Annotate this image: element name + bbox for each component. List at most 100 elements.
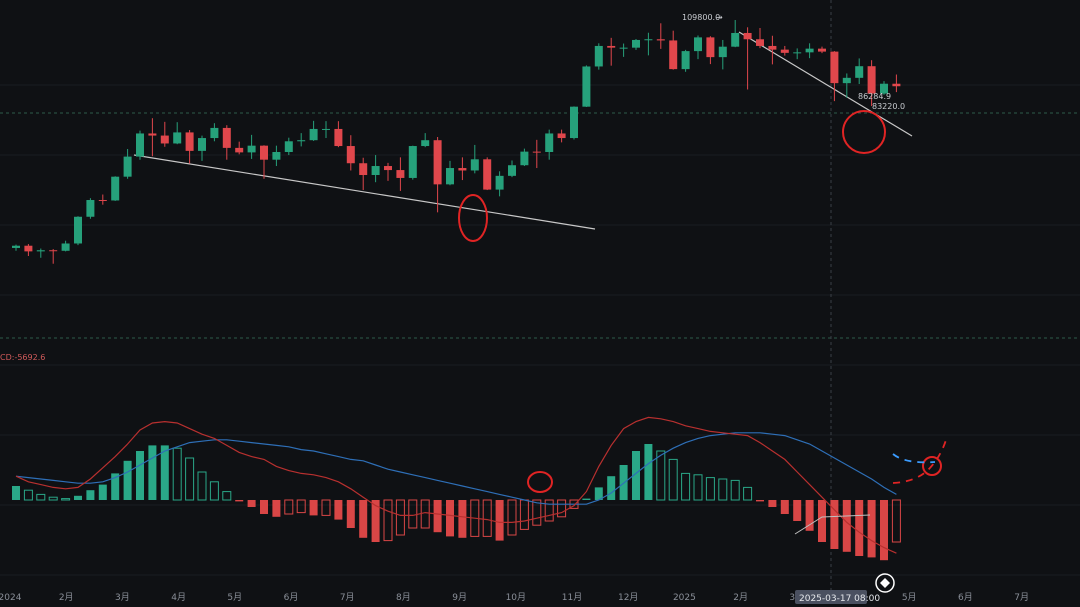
macd-histogram-bar: [519, 499, 529, 530]
candle-body: [173, 132, 182, 144]
trendline-2024: [133, 154, 596, 230]
macd-histogram-bar: [209, 481, 219, 501]
candle: [371, 155, 380, 183]
candle-body: [594, 45, 603, 67]
candle-body: [780, 49, 789, 53]
macd-histogram-bar: [321, 499, 331, 516]
macd-histogram-bar: [383, 499, 393, 542]
candle-body: [718, 46, 727, 58]
macd-histogram-bar: [855, 500, 864, 556]
candle: [123, 149, 132, 179]
candle-body: [818, 48, 826, 52]
macd-histogram-bar: [408, 499, 418, 529]
macd-histogram-bar: [681, 472, 691, 501]
candle-body: [359, 163, 368, 176]
candle-body: [247, 145, 256, 153]
x-axis-tick-label: 6月: [958, 592, 973, 603]
x-axis-tick-label: 9月: [452, 592, 467, 603]
candle-body: [49, 250, 58, 252]
candle-body: [396, 170, 405, 178]
price-label-83220: 83220.0: [872, 102, 905, 111]
candle-body: [12, 245, 20, 248]
candle-body: [371, 166, 380, 176]
candle: [570, 106, 578, 140]
candle: [594, 43, 603, 70]
macd-histogram-bar: [98, 484, 107, 500]
macd-histogram-bar: [48, 496, 58, 501]
candle-body: [768, 45, 777, 50]
candle-body: [867, 66, 876, 94]
candle-body: [86, 200, 95, 217]
candle: [532, 139, 541, 169]
macd-value-label: CD:-5692.6: [0, 353, 45, 362]
candle: [396, 157, 405, 191]
candle: [98, 194, 107, 205]
candle: [718, 39, 727, 70]
candle: [272, 145, 281, 167]
crosshair-date-label: 2025-03-17 08:00: [795, 590, 880, 604]
trendline-2025: [738, 31, 913, 137]
high-price-arrow: →: [716, 13, 723, 22]
candle: [470, 144, 479, 174]
candle: [433, 136, 442, 213]
candle-body: [136, 133, 144, 157]
candle-body: [309, 128, 318, 141]
candle-body: [272, 152, 281, 160]
candle-body: [681, 51, 690, 70]
candle: [694, 35, 702, 60]
macd-histogram-bar: [185, 457, 195, 501]
candle-body: [694, 37, 702, 52]
macd-histogram-bar: [532, 499, 542, 526]
candle-body: [830, 51, 839, 84]
macd-histogram-bar: [507, 499, 517, 536]
macd-histogram-bar: [891, 499, 901, 543]
candle-body: [669, 40, 678, 70]
macd-histogram-bar: [582, 498, 591, 500]
macd-histogram-bar: [768, 500, 777, 507]
candle: [173, 122, 182, 145]
candle-body: [446, 168, 454, 185]
candle-body: [334, 128, 343, 147]
candle: [322, 121, 330, 139]
macd-histogram-bar: [148, 445, 157, 500]
candle-body: [570, 106, 578, 139]
candle: [160, 121, 169, 147]
candle: [24, 244, 33, 257]
macd-histogram-bar: [780, 500, 789, 514]
candle: [880, 81, 888, 95]
candle: [111, 176, 120, 201]
candle-body: [607, 45, 616, 48]
candle-body: [98, 200, 107, 202]
candle: [669, 30, 678, 70]
candle-body: [557, 133, 566, 139]
candle-body: [892, 83, 901, 87]
candle-body: [433, 140, 442, 185]
candles: [12, 20, 901, 264]
macd-histogram-bar: [111, 473, 120, 500]
x-axis-tick-label: 5月: [227, 592, 242, 603]
candle-body: [210, 127, 219, 139]
candle: [421, 133, 430, 148]
candle-body: [260, 145, 268, 160]
candle: [235, 141, 244, 155]
macd-histogram-bar: [420, 499, 430, 529]
candle: [644, 32, 653, 56]
candle: [408, 145, 417, 180]
macd-histogram-bar: [830, 500, 839, 549]
candle: [86, 198, 95, 219]
projected-dea-line: [892, 453, 936, 464]
macd-panel: [12, 416, 901, 561]
macd-histogram-bar: [880, 500, 888, 561]
candle: [185, 129, 194, 164]
candle-body: [706, 37, 715, 58]
x-axis-tick-label: 4月: [171, 592, 186, 603]
candle: [582, 65, 591, 107]
candle: [805, 43, 814, 59]
macd-histogram-bar: [495, 500, 504, 541]
x-axis-tick-label: 7月: [1014, 592, 1029, 603]
macd-histogram-bar: [644, 444, 653, 500]
candle: [495, 171, 504, 197]
trendlines: [133, 31, 913, 230]
histogram-peak-line: [794, 514, 871, 535]
candle: [632, 39, 640, 50]
